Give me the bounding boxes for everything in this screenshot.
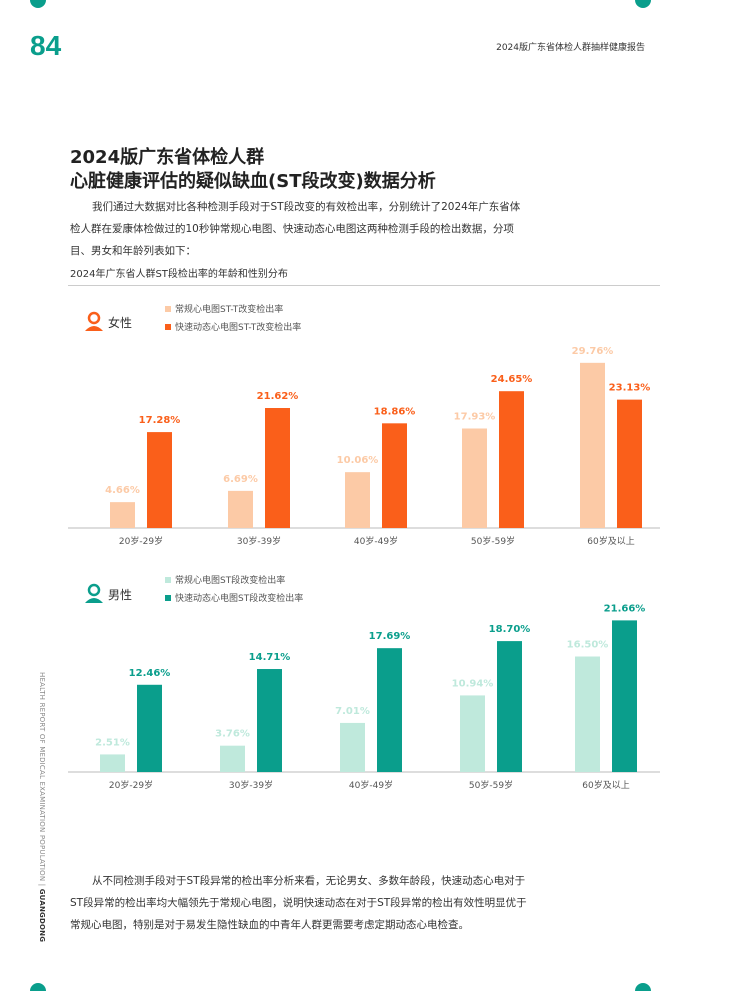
data-label: 16.50% [567,640,609,651]
bar [137,684,162,772]
decor-dot [635,0,651,8]
bar [257,669,282,772]
chart-group-label: 女性 [108,315,132,330]
data-label: 12.46% [129,668,171,679]
bar [100,754,125,772]
data-label: 14.71% [249,652,291,663]
data-label: 21.66% [604,603,646,614]
x-tick-label: 40岁-49岁 [349,779,393,791]
legend-swatch [165,577,171,583]
data-label: 7.01% [335,706,370,717]
data-label: 21.62% [257,391,299,402]
data-label: 4.66% [105,485,140,496]
data-label: 23.13% [609,383,651,394]
legend-swatch [165,324,171,330]
bar [110,502,135,528]
bar [497,641,522,772]
bar [147,432,172,528]
decor-dot [635,983,651,991]
x-tick-label: 30岁-39岁 [229,779,273,791]
data-label: 10.94% [452,678,494,689]
side-text: HEALTH REPORT OF MEDICAL EXAMINATION POP… [38,672,46,882]
bar [462,428,487,528]
bar [345,472,370,528]
x-tick-label: 20岁-29岁 [119,535,163,547]
bar [382,423,407,528]
page-number: 84 [30,30,62,61]
bar [340,722,365,772]
side-caption: HEALTH REPORT OF MEDICAL EXAMINATION POP… [38,672,46,943]
bar [377,648,402,772]
data-label: 29.76% [572,346,614,357]
legend-label: 常规心电图ST-T改变检出率 [175,303,283,315]
data-label: 6.69% [223,474,258,485]
bar [612,620,637,772]
bar [499,391,524,528]
data-label: 18.70% [489,624,531,635]
conclusion-paragraph: 从不同检测手段对于ST段异常的检出率分析来看，无论男女、多数年龄段，快速动态心电… [70,875,527,931]
title-line: 2024版广东省体检人群 [70,147,265,168]
person-icon-body [85,598,103,603]
x-tick-label: 50岁-59岁 [471,535,515,547]
legend-label: 快速动态心电图ST段改变检出率 [175,592,303,604]
title-line: 心脏健康评估的疑似缺血(ST段改变)数据分析 [70,171,436,192]
person-icon [87,583,101,597]
decor-dot [30,0,46,8]
person-icon-body [85,326,103,331]
legend-label: 常规心电图ST段改变检出率 [175,574,285,586]
data-label: 18.86% [374,406,416,417]
intro-paragraph: 我们通过大数据对比各种检测手段对于ST段改变的有效检出率，分别统计了2024年广… [70,201,521,257]
bar [580,362,605,528]
person-icon [87,311,101,325]
legend-swatch [165,595,171,601]
x-tick-label: 30岁-39岁 [237,535,281,547]
section-title: 2024版广东省体检人群心脏健康评估的疑似缺血(ST段改变)数据分析 [70,146,436,194]
x-tick-label: 40岁-49岁 [354,535,398,547]
data-label: 17.28% [139,415,181,426]
data-label: 17.69% [369,631,411,642]
chart-subtitle: 2024年广东省人群ST段检出率的年龄和性别分布 [70,269,288,280]
x-tick-label: 50岁-59岁 [469,779,513,791]
running-header: 2024版广东省体检人群抽样健康报告 [496,43,645,53]
bar [460,695,485,772]
legend-label: 快速动态心电图ST-T改变检出率 [175,321,301,333]
x-tick-label: 60岁及以上 [582,779,629,791]
data-label: 10.06% [337,455,379,466]
bar [617,399,642,528]
data-label: 2.51% [95,737,130,748]
bar [265,408,290,528]
divider [68,285,660,286]
legend-swatch [165,306,171,312]
decor-dot [30,983,46,991]
x-tick-label: 60岁及以上 [587,535,634,547]
bar [575,656,600,772]
bar [228,490,253,528]
side-text-bold: GUANGDONG [38,888,46,943]
chart-group-label: 男性 [108,588,132,602]
data-label: 3.76% [215,729,250,740]
data-label: 24.65% [491,374,533,385]
bar [220,745,245,772]
x-tick-label: 20岁-29岁 [109,779,153,791]
data-label: 17.93% [454,411,496,422]
